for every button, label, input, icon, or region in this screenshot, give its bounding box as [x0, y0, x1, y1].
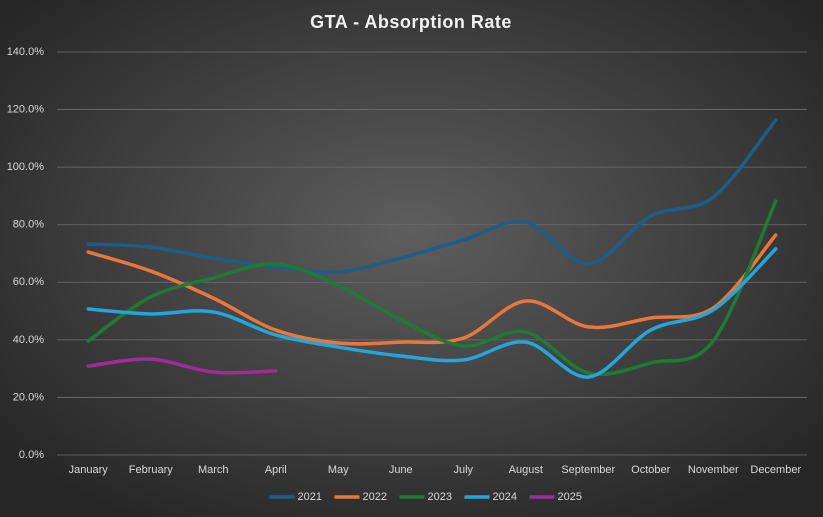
y-tick-label: 0.0%	[19, 449, 44, 461]
chart-title: GTA - Absorption Rate	[310, 12, 512, 32]
y-tick-label: 80.0%	[13, 219, 44, 231]
y-tick-label: 40.0%	[13, 334, 44, 346]
y-tick-label: 100.0%	[7, 161, 45, 173]
series-line	[86, 357, 278, 375]
series-line	[86, 199, 778, 377]
x-tick-label: August	[509, 464, 543, 476]
legend-label: 2022	[363, 491, 387, 503]
y-tick-label: 140.0%	[7, 46, 45, 58]
series-line	[86, 247, 778, 379]
x-tick-label: April	[265, 464, 287, 476]
legend-label: 2023	[428, 491, 452, 503]
legend-label: 2025	[558, 491, 582, 503]
x-tick-label: January	[69, 464, 109, 476]
x-tick-label: February	[129, 464, 174, 476]
x-tick-label: September	[561, 464, 615, 476]
x-tick-label: October	[631, 464, 670, 476]
y-tick-label: 60.0%	[13, 276, 44, 288]
x-tick-label: March	[198, 464, 229, 476]
x-tick-label: May	[328, 464, 349, 476]
x-tick-label: June	[389, 464, 413, 476]
series-line	[86, 233, 778, 346]
series-line	[86, 118, 778, 274]
y-tick-label: 20.0%	[13, 391, 44, 403]
x-tick-label: November	[688, 464, 739, 476]
x-tick-label: July	[453, 464, 473, 476]
legend-label: 2024	[493, 491, 517, 503]
legend-label: 2021	[298, 491, 322, 503]
y-tick-label: 120.0%	[7, 103, 45, 115]
x-tick-label: December	[750, 464, 801, 476]
